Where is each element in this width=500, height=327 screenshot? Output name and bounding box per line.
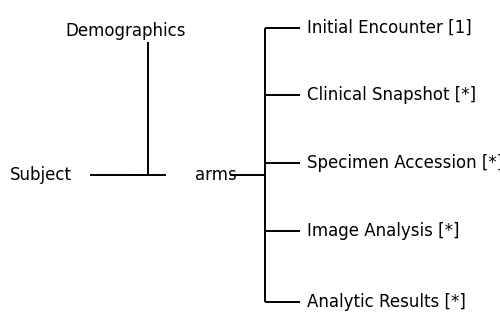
- Text: arms: arms: [195, 166, 237, 184]
- Text: Image Analysis [*]: Image Analysis [*]: [307, 222, 460, 240]
- Text: Analytic Results [*]: Analytic Results [*]: [307, 293, 466, 311]
- Text: Demographics: Demographics: [65, 22, 186, 40]
- Text: Initial Encounter [1]: Initial Encounter [1]: [307, 19, 472, 37]
- Text: Clinical Snapshot [*]: Clinical Snapshot [*]: [307, 86, 476, 104]
- Text: Subject: Subject: [10, 166, 72, 184]
- Text: Specimen Accession [*]: Specimen Accession [*]: [307, 154, 500, 172]
